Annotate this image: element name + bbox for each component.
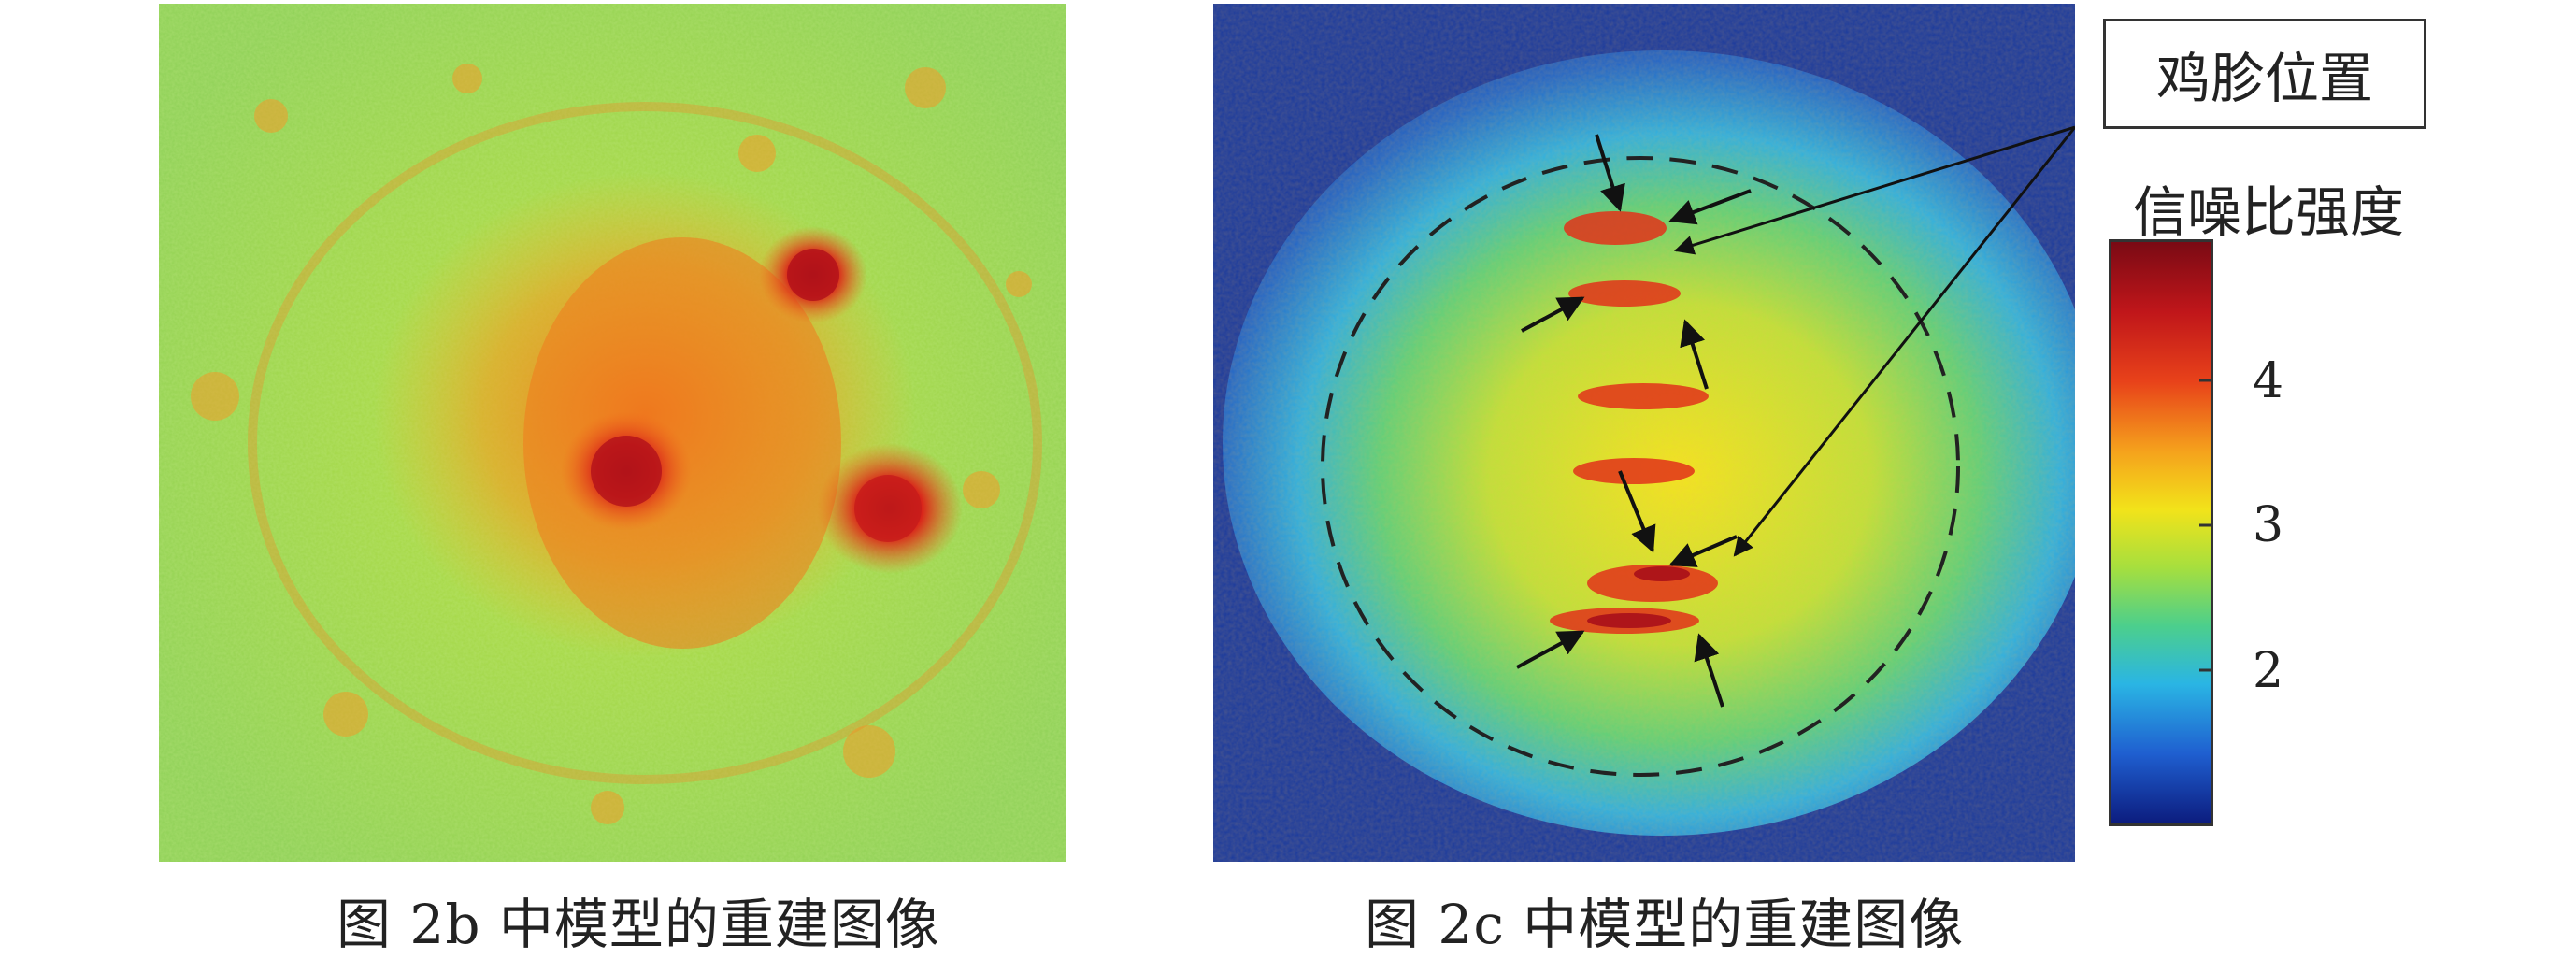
colorbar-title: 信噪比强度 xyxy=(2133,180,2405,244)
figure-2c-panel: 鸡胗位置 信噪比强度 xyxy=(1206,0,2576,956)
caption-figure-2b: 图 2b 中模型的重建图像 xyxy=(336,893,940,956)
reconstruction-image-2b xyxy=(159,4,1066,862)
colorbar-tick-2: 2 xyxy=(2253,643,2284,699)
caption-figure-2c: 图 2c 中模型的重建图像 xyxy=(1365,893,1965,956)
reconstruction-image-2c xyxy=(1213,4,2075,862)
figure-2b-panel: 图 2b 中模型的重建图像 xyxy=(0,0,1215,956)
dashed-ellipse-icon xyxy=(1321,156,1960,777)
annotation-label-box: 鸡胗位置 xyxy=(2103,19,2426,129)
colorbar-tick-4: 4 xyxy=(2253,353,2284,409)
black-arrow-icon xyxy=(1516,134,1752,708)
colorbar-tick-3: 3 xyxy=(2253,497,2284,553)
annotation-label-text: 鸡胗位置 xyxy=(2155,47,2373,110)
colorbar xyxy=(2109,239,2213,826)
